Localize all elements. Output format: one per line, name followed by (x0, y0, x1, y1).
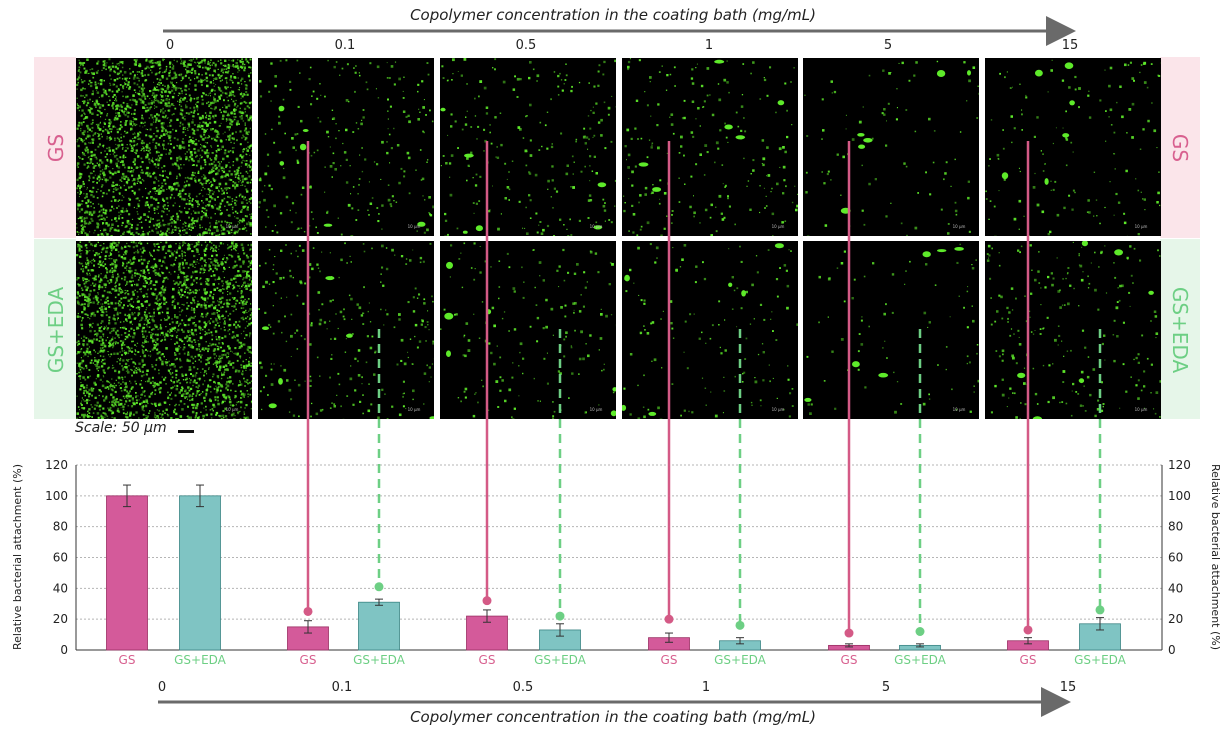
y-tick-label-right: 60 (1168, 551, 1183, 565)
x-category-label-gs: GS (479, 653, 496, 667)
x-category-label-gs-eda: GS+EDA (534, 653, 587, 667)
connector-marker-gs-eda (735, 620, 745, 630)
bottom-concentration-label: 5 (881, 680, 891, 695)
y-tick-label-right: 40 (1168, 581, 1183, 595)
x-category-label-gs-eda: GS+EDA (1074, 653, 1127, 667)
connector-marker-gs (1023, 625, 1033, 635)
bottom-concentration-label: 0 (157, 680, 167, 695)
bottom-concentration-label: 15 (1059, 680, 1077, 695)
micrograph-panel: 10 µm (985, 58, 1161, 236)
micrograph-panel: 10 µm (985, 241, 1161, 419)
x-category-label-gs-eda: GS+EDA (353, 653, 406, 667)
y-tick-label-left: 80 (53, 520, 68, 534)
y-tick-label-left: 60 (53, 551, 68, 565)
bottom-concentration-label: 1 (701, 680, 711, 695)
y-tick-label-right: 20 (1168, 612, 1183, 626)
svg-text:10 µm: 10 µm (772, 224, 785, 229)
connector-marker-gs (303, 606, 313, 616)
y-tick-label-right: 0 (1168, 643, 1176, 657)
top-concentration-label: 0.5 (515, 38, 537, 53)
top-concentration-label: 15 (1061, 38, 1079, 53)
x-category-label-gs-eda: GS+EDA (174, 653, 227, 667)
bar-gs (106, 495, 148, 651)
x-category-label-gs-eda: GS+EDA (894, 653, 947, 667)
svg-text:10 µm: 10 µm (226, 224, 239, 229)
eda-band-left (34, 239, 76, 419)
bar-gs (466, 615, 508, 651)
micrograph-panel: 10 µm (440, 241, 616, 419)
y-tick-label-left: 0 (60, 643, 68, 657)
eda-band-right (1160, 239, 1200, 419)
micrograph-panel: 10 µm (803, 241, 979, 419)
x-category-label-gs-eda: GS+EDA (714, 653, 767, 667)
gs-band-right (1160, 57, 1200, 238)
gs-band-left (34, 57, 76, 238)
x-category-label-gs: GS (1020, 653, 1037, 667)
y-tick-label-left: 40 (53, 581, 68, 595)
svg-text:10 µm: 10 µm (953, 224, 966, 229)
bottom-axis-title: Copolymer concentration in the coating b… (410, 708, 816, 726)
y-tick-label-right: 100 (1168, 489, 1191, 503)
micrograph-panel: 10 µm (258, 241, 434, 419)
top-concentration-label: 1 (704, 38, 714, 53)
micrograph-panel: 10 µm (622, 241, 798, 419)
x-category-label-gs: GS (841, 653, 858, 667)
x-category-label-gs: GS (119, 653, 136, 667)
micrograph-panel: 10 µm (76, 58, 252, 236)
top-axis-title: Copolymer concentration in the coating b… (410, 6, 816, 24)
bottom-concentration-label: 0.1 (331, 680, 353, 695)
micrograph-panel: 10 µm (76, 241, 252, 419)
top-concentration-label: 0.1 (334, 38, 356, 53)
y-tick-label-left: 20 (53, 612, 68, 626)
x-category-label-gs: GS (661, 653, 678, 667)
y-tick-label-left: 100 (45, 489, 68, 503)
y-tick-label-right: 120 (1168, 458, 1191, 472)
y-tick-label-left: 120 (45, 458, 68, 472)
micrograph-panel: 10 µm (622, 58, 798, 236)
scale-bar (178, 430, 194, 433)
micrograph-panel: 10 µm (258, 58, 434, 236)
connector-marker-gs-eda (1095, 605, 1105, 615)
y-axis-title-left: Relative bacterial attachment (%) (11, 464, 24, 650)
svg-text:10 µm: 10 µm (408, 224, 421, 229)
scale-label: Scale: 50 µm (75, 420, 167, 436)
bottom-concentration-label: 0.5 (512, 680, 534, 695)
connector-marker-gs (844, 628, 854, 638)
top-concentration-label: 5 (883, 38, 893, 53)
connector-marker-gs (664, 614, 674, 624)
svg-text:10 µm: 10 µm (590, 224, 603, 229)
y-tick-label-right: 80 (1168, 520, 1183, 534)
bar-gs-eda (179, 495, 221, 651)
connector-marker-gs-eda (374, 582, 384, 592)
top-concentration-label: 0 (165, 38, 175, 53)
micrograph-panel: 10 µm (440, 58, 616, 236)
svg-text:10 µm: 10 µm (1135, 224, 1148, 229)
connector-marker-gs-eda (555, 611, 565, 621)
connector-marker-gs-eda (915, 627, 925, 636)
connector-marker-gs (482, 596, 492, 606)
x-category-label-gs: GS (300, 653, 317, 667)
y-axis-title-right: Relative bacterial attachment (%) (1209, 464, 1222, 650)
bar-gs-eda (358, 601, 400, 651)
micrograph-panel: 10 µm (803, 58, 979, 236)
